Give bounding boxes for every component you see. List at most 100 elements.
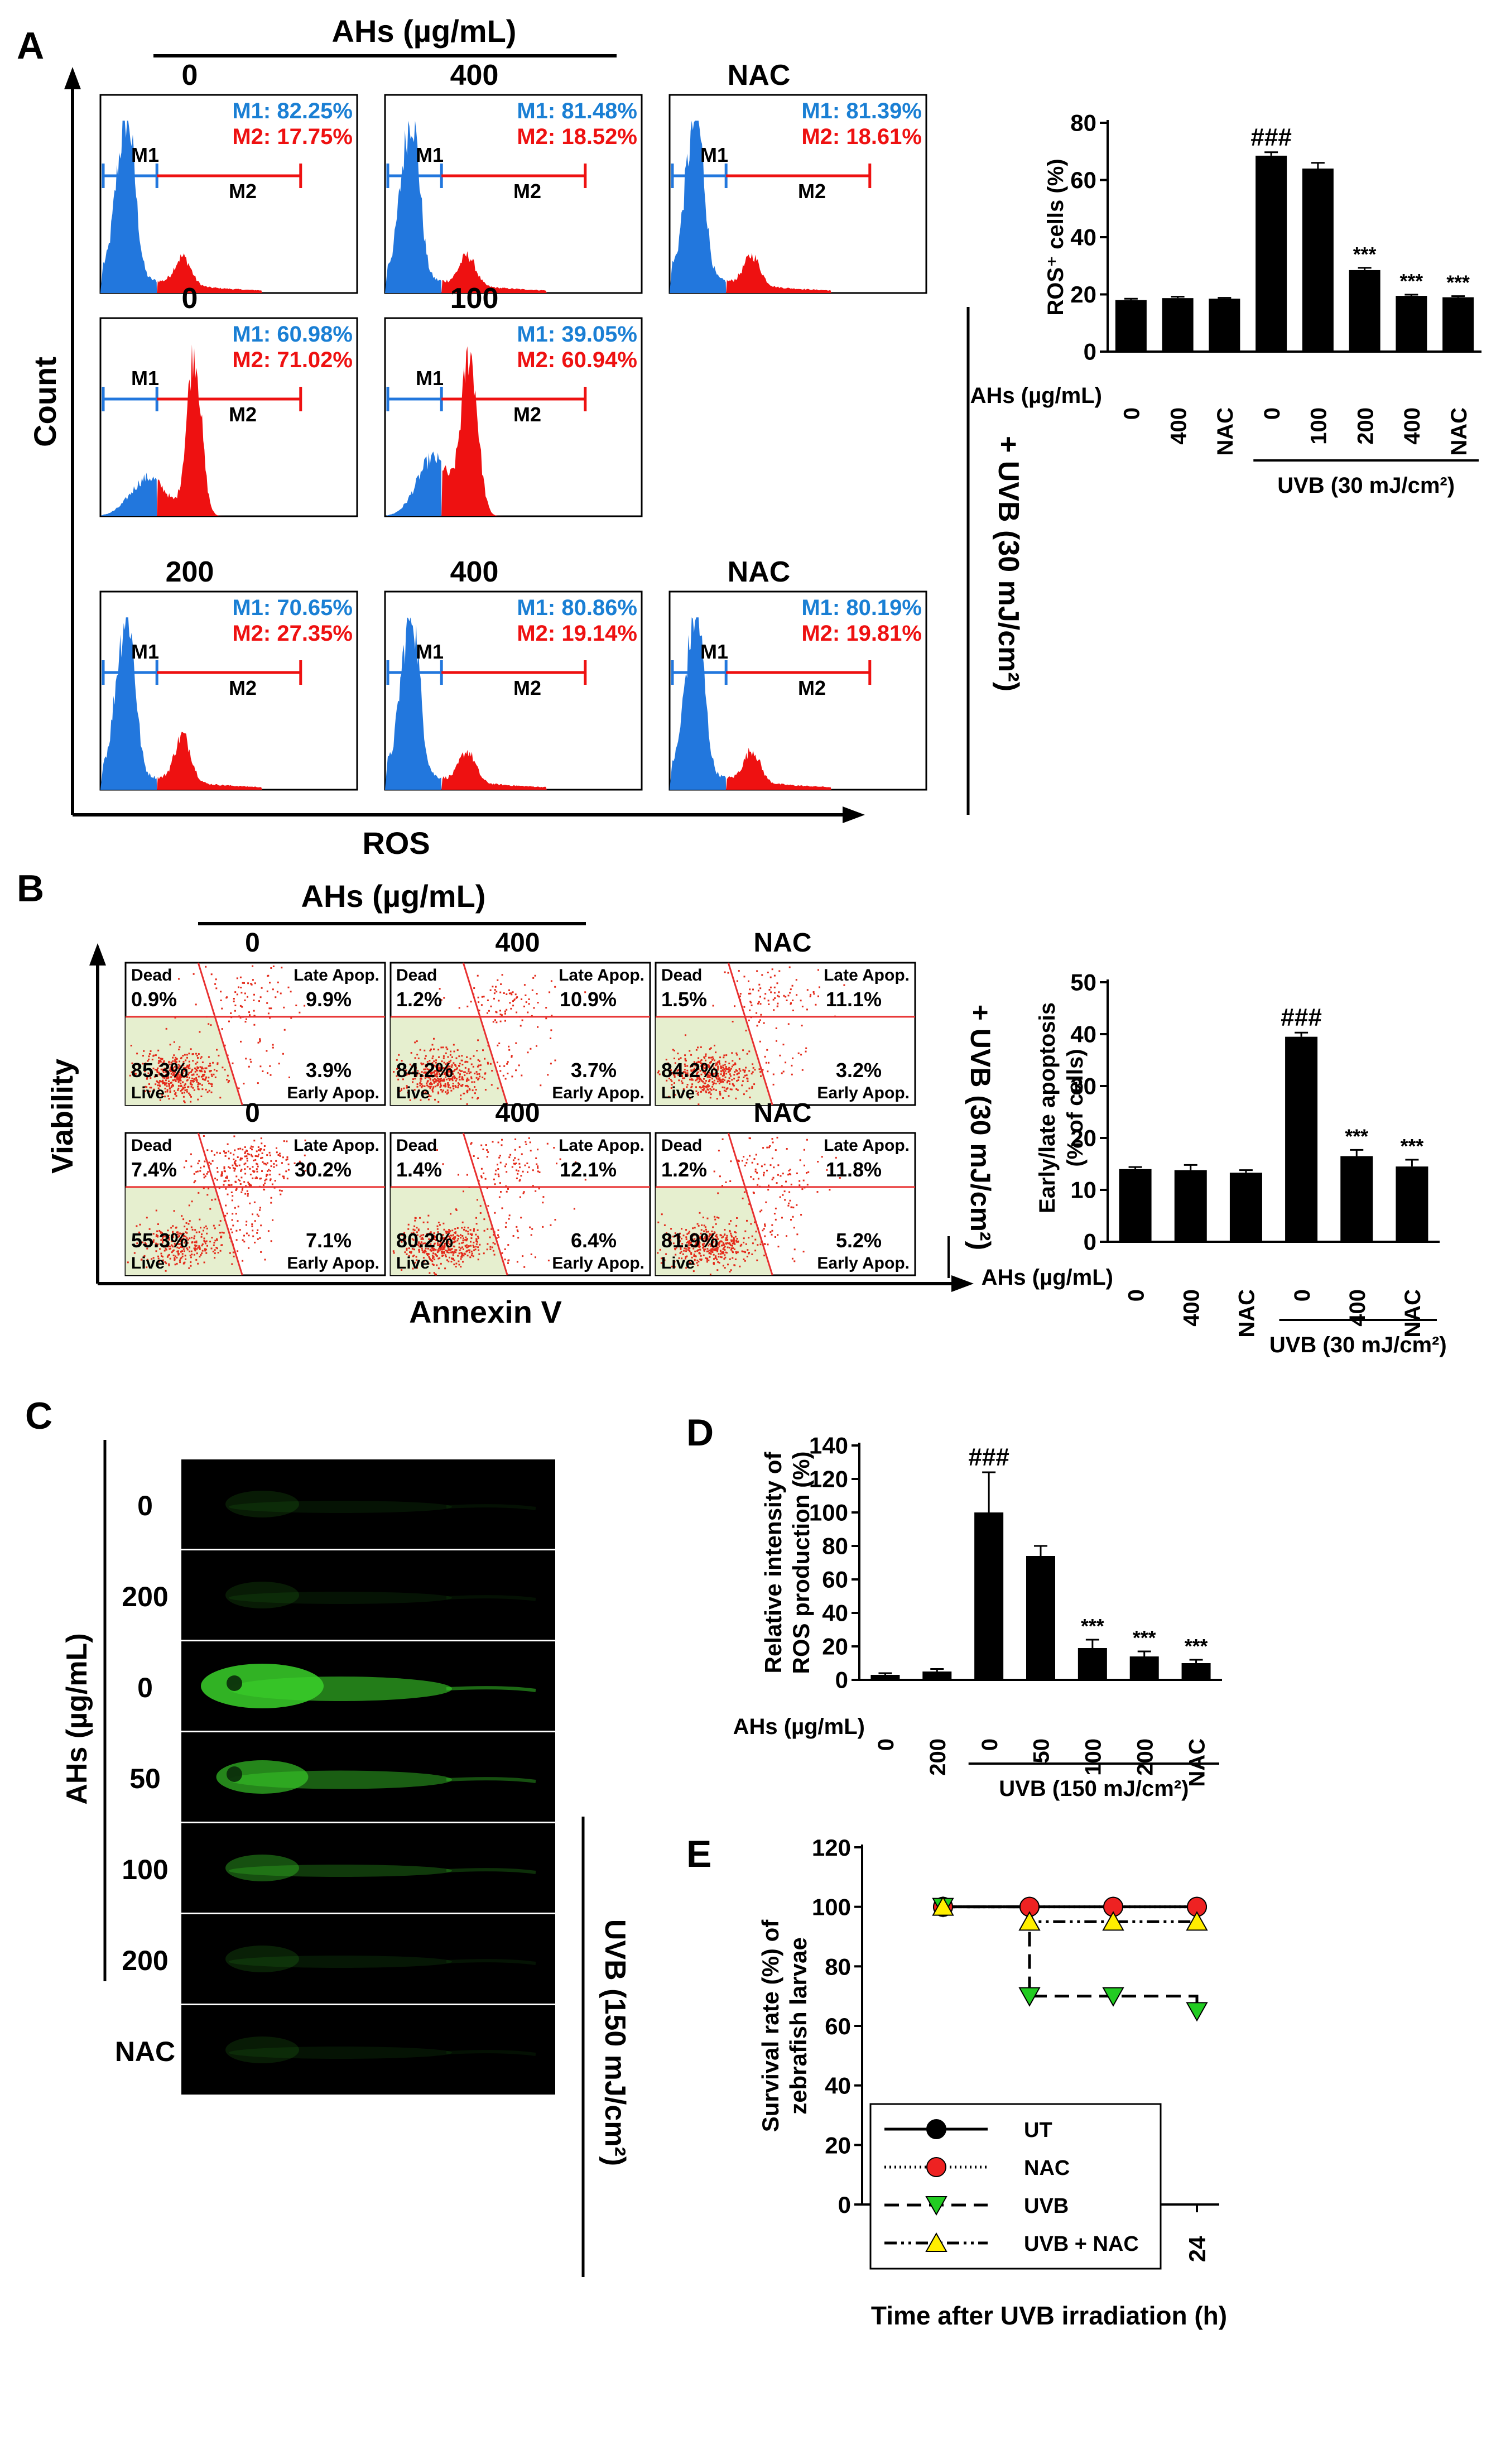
quadrant-early-label: Early Apop. bbox=[817, 1084, 910, 1102]
quadrant-late-value: 9.9% bbox=[306, 988, 352, 1011]
quadrant-live-label: Live bbox=[131, 1084, 165, 1102]
bar bbox=[1162, 298, 1194, 352]
panel-a-x-arrow-icon bbox=[843, 806, 865, 823]
zebrafish-tail-glow bbox=[446, 1777, 536, 1783]
zebrafish-row-label: 200 bbox=[122, 1581, 168, 1612]
quadrant-early-value: 3.9% bbox=[306, 1059, 352, 1082]
bar bbox=[1302, 169, 1334, 352]
zebrafish-body-glow bbox=[229, 1677, 452, 1701]
quadrant-late-label: Late Apop. bbox=[824, 966, 910, 984]
bar bbox=[1026, 1556, 1055, 1680]
ros-histogram-frame bbox=[668, 590, 927, 791]
quadrant-dead-value: 0.9% bbox=[131, 988, 177, 1011]
zebrafish-row-label: 0 bbox=[137, 1490, 153, 1521]
y-tick-label: 20 bbox=[1070, 281, 1096, 308]
panel-a-count-label: Count bbox=[27, 357, 62, 447]
panel-a-bar-ylabel: ROS⁺ cells (%) bbox=[1043, 158, 1068, 315]
zebrafish-tail-glow bbox=[446, 2050, 536, 2056]
data-point bbox=[925, 2232, 947, 2252]
bar bbox=[1349, 270, 1380, 352]
x-tick-label: 200 bbox=[926, 1738, 950, 1776]
m1-gate-label: M1 bbox=[416, 640, 444, 663]
panel-b-y-arrow-icon bbox=[89, 943, 106, 966]
data-point bbox=[926, 2157, 946, 2177]
data-point bbox=[1018, 1911, 1041, 1931]
zebrafish-head-glow bbox=[225, 1946, 299, 1972]
quadrant-live-value: 81.9% bbox=[661, 1229, 718, 1252]
line-chart-E: 020406080100120361224Time after UVB irra… bbox=[812, 1834, 1227, 2330]
m2-gate-label: M2 bbox=[513, 180, 541, 203]
y-tick-label: 0 bbox=[1084, 339, 1096, 365]
m1-gate-label: M1 bbox=[131, 367, 159, 390]
bar bbox=[1285, 1036, 1318, 1242]
zebrafish-head-glow bbox=[225, 1491, 299, 1517]
quadrant-late-label: Late Apop. bbox=[294, 1136, 379, 1155]
quadrant-dead-value: 7.4% bbox=[131, 1158, 177, 1181]
zebrafish-row-label: 200 bbox=[122, 1945, 168, 1976]
quadrant-dead-value: 1.2% bbox=[396, 988, 442, 1011]
x-tick-label: 0 bbox=[1124, 1289, 1148, 1301]
ros-histogram-m2-area bbox=[157, 344, 262, 516]
m2-gate-label: M2 bbox=[229, 180, 257, 203]
x-tick-label: NAC bbox=[1213, 407, 1238, 456]
x-tick-label: 0 bbox=[1120, 407, 1144, 420]
panel-e-letter: E bbox=[686, 1833, 711, 1875]
panel-b-x-label: Annexin V bbox=[409, 1294, 562, 1329]
panel-d-letter: D bbox=[686, 1411, 714, 1454]
m1-percent: M1: 81.48% bbox=[517, 99, 637, 123]
ros-histogram-m1-area bbox=[100, 121, 157, 294]
apoptosis-scatter-1: 400 Dead 1.2% Late Apop. 10.9% 84.2% Live 3.7% E… bbox=[389, 928, 651, 1106]
x-tick-label: 400 bbox=[1179, 1289, 1204, 1327]
m1-gate-label: M1 bbox=[131, 640, 159, 663]
zebrafish-tail-glow bbox=[446, 1595, 536, 1601]
ros-histogram-m1-area bbox=[670, 121, 727, 294]
y-tick-label: 40 bbox=[825, 2073, 851, 2099]
x-prefix-label: AHs (µg/mL) bbox=[970, 383, 1102, 408]
significance-mark: ### bbox=[1250, 124, 1292, 151]
ros-histogram-frame bbox=[99, 590, 358, 791]
m2-gate-label: M2 bbox=[513, 403, 541, 426]
panel-b-letter: B bbox=[17, 867, 44, 910]
ros-histogram-title: NAC bbox=[728, 59, 791, 92]
m1-gate-label: M1 bbox=[131, 143, 159, 166]
m2-percent: M2: 71.02% bbox=[232, 348, 353, 372]
bar bbox=[1256, 155, 1287, 352]
bar bbox=[1119, 1169, 1152, 1242]
quadrant-early-label: Early Apop. bbox=[552, 1084, 644, 1102]
apoptosis-scatter-2: NAC Dead 1.5% Late Apop. 11.1% 84.2% Live 3.2% E… bbox=[655, 928, 916, 1106]
quadrant-dead-label: Dead bbox=[131, 966, 172, 984]
quadrant-v-line bbox=[462, 1132, 508, 1276]
panel-b-treatment-label: AHs (µg/mL) bbox=[301, 878, 486, 914]
quadrant-live-label: Live bbox=[131, 1254, 165, 1272]
m1-gate-label: M1 bbox=[416, 367, 444, 390]
quadrant-late-value: 30.2% bbox=[295, 1158, 352, 1181]
ros-histogram-2: NAC M1 M2 M1: 81.39%M2: 18.61% bbox=[668, 59, 927, 294]
x-tick-label: 0 bbox=[1260, 407, 1285, 420]
m2-percent: M2: 19.14% bbox=[517, 621, 637, 646]
scatter-title: NAC bbox=[754, 928, 812, 958]
zebrafish-row-label: NAC bbox=[115, 2036, 175, 2067]
ros-histogram-title: 200 bbox=[166, 556, 214, 588]
y-tick-label: 80 bbox=[825, 1953, 851, 1980]
quadrant-live-value: 55.3% bbox=[131, 1229, 188, 1252]
panel-a-y-arrow-icon bbox=[64, 67, 81, 89]
zebrafish-row-label: 0 bbox=[137, 1672, 153, 1703]
m2-gate-label: M2 bbox=[798, 676, 826, 699]
m2-percent: M2: 18.61% bbox=[801, 124, 922, 149]
m2-percent: M2: 18.52% bbox=[517, 124, 637, 149]
y-tick-label: 80 bbox=[822, 1533, 848, 1559]
panel-a-letter: A bbox=[17, 25, 44, 67]
m2-percent: M2: 19.81% bbox=[801, 621, 922, 646]
m1-percent: M1: 39.05% bbox=[517, 322, 637, 347]
y-tick-label: 20 bbox=[825, 2132, 851, 2158]
zebrafish-image-0: 0 bbox=[137, 1459, 555, 1549]
y-tick-label: 100 bbox=[809, 1500, 848, 1526]
quadrant-live-value: 80.2% bbox=[396, 1229, 453, 1252]
ros-histogram-frame bbox=[384, 590, 643, 791]
panel-d-ylabel-line1: Relative intensity of bbox=[760, 1452, 786, 1674]
m2-percent: M2: 17.75% bbox=[232, 124, 353, 149]
y-tick-label: 40 bbox=[1070, 1021, 1096, 1048]
live-quadrant-fill bbox=[126, 1016, 243, 1105]
panel-c-letter: C bbox=[25, 1395, 52, 1437]
